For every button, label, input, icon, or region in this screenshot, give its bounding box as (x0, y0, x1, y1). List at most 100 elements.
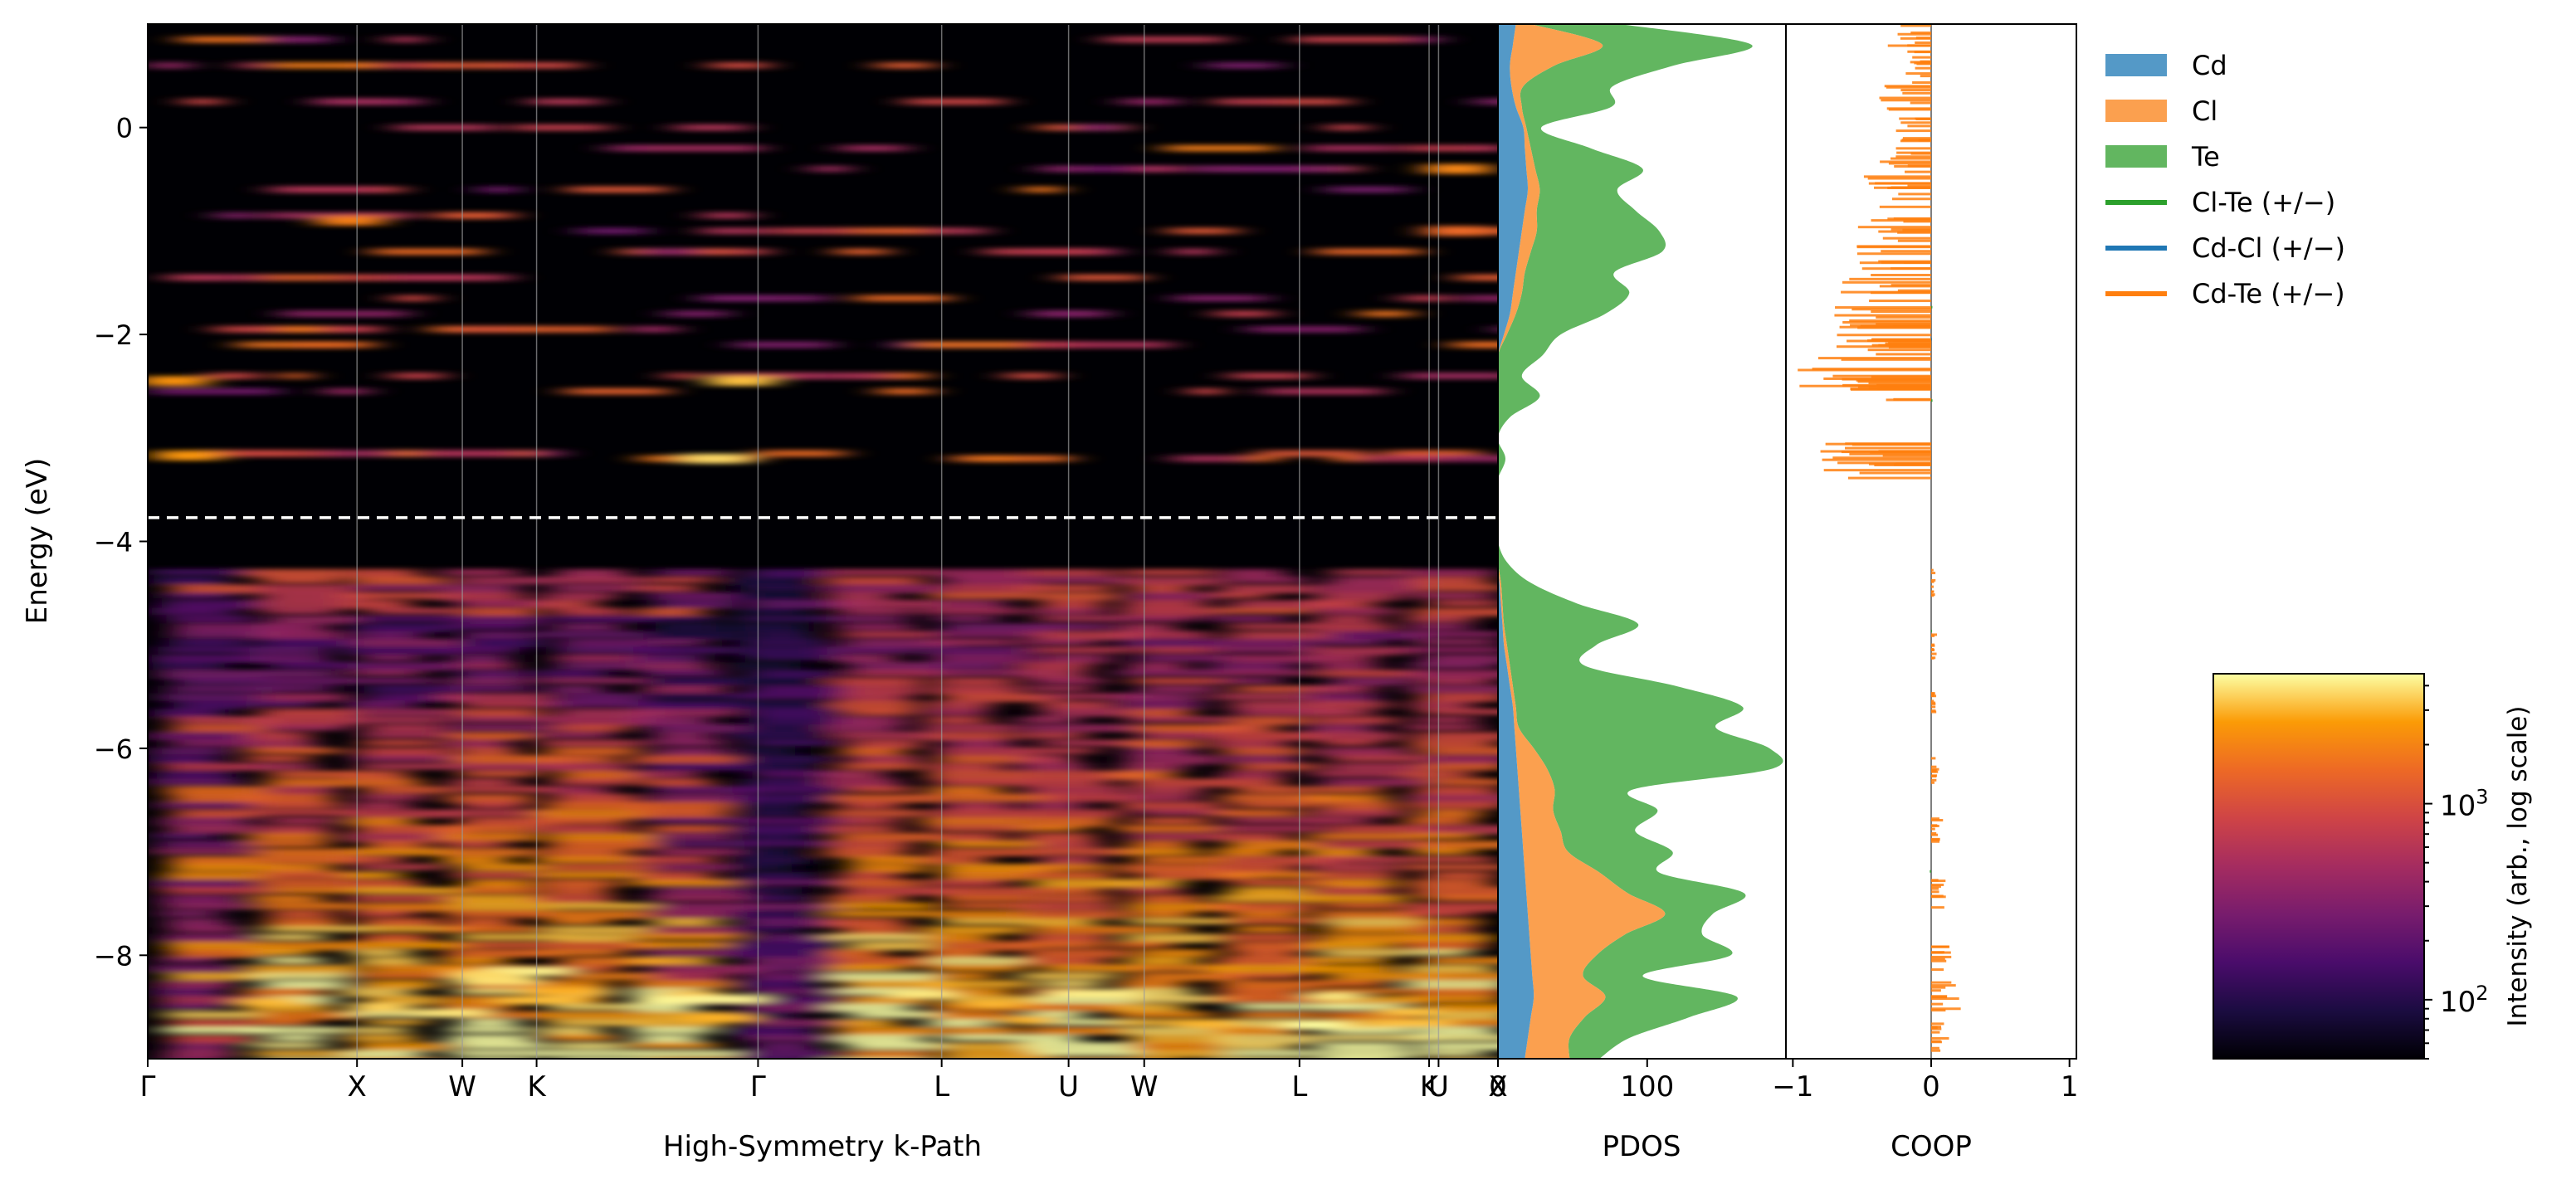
heatmap-streak (313, 98, 423, 105)
heatmap-streak (747, 817, 862, 825)
heatmap-streak (1306, 693, 1378, 702)
heatmap-streak (246, 832, 330, 841)
heatmap-streak (160, 817, 249, 826)
coop-bar (1931, 831, 1937, 835)
heatmap-streak (654, 748, 728, 757)
heatmap-streak (1211, 864, 1295, 873)
heatmap-streak (344, 832, 458, 842)
heatmap-streak (638, 616, 717, 622)
heatmap-streak (827, 894, 906, 903)
heatmap-streak (1123, 600, 1208, 610)
coop-bar (1886, 107, 1931, 110)
heatmap-streak (650, 677, 738, 686)
heatmap-streak (388, 450, 517, 457)
heatmap-streak (1167, 227, 1237, 235)
heatmap-streak (632, 980, 731, 990)
heatmap-streak (437, 693, 552, 701)
coop-bar (1887, 217, 1931, 221)
heatmap-streak (649, 724, 749, 733)
coop-bar (1871, 274, 1931, 277)
heatmap-streak (1227, 817, 1326, 824)
heatmap-streak (731, 1026, 812, 1036)
heatmap-streak (1040, 654, 1110, 664)
heatmap-streak (354, 1042, 450, 1051)
heatmap-streak (1451, 341, 1498, 348)
heatmap-streak (456, 662, 515, 670)
heatmap-streak (157, 841, 257, 848)
heatmap-streak (442, 957, 506, 964)
heatmap-streak (170, 864, 283, 871)
legend-label: Te (2191, 141, 2220, 173)
heatmap-streak (1120, 98, 1179, 105)
heatmap-streak (323, 387, 369, 395)
coop-bar (1852, 308, 1931, 311)
heatmap-streak (1021, 186, 1062, 193)
heatmap-streak (1128, 662, 1187, 671)
heatmap-streak (348, 817, 414, 826)
heatmap-streak (245, 700, 316, 707)
coop-bar (1817, 357, 1931, 360)
heatmap-streak (828, 903, 934, 909)
heatmap-streak (160, 1026, 271, 1034)
heatmap-streak (830, 841, 910, 850)
heatmap-streak (349, 809, 456, 818)
heatmap-streak (632, 716, 711, 726)
heatmap-streak (258, 600, 348, 608)
heatmap-streak (1136, 732, 1216, 739)
heatmap-streak (1233, 802, 1320, 808)
heatmap-streak (261, 607, 340, 614)
coop-bar (1856, 378, 1931, 382)
heatmap-streak (834, 832, 940, 841)
heatmap-streak (736, 616, 851, 622)
coop-axis-label: COOP (1891, 1130, 1972, 1163)
heatmap-hotspot (1002, 1016, 1054, 1025)
heatmap-streak (636, 144, 764, 152)
coop-bar (1907, 164, 1931, 168)
heatmap-streak (559, 972, 671, 980)
heatmap-streak (1042, 794, 1136, 802)
heatmap-hotspot (708, 376, 775, 387)
energy-tick-label: 0 (116, 113, 133, 144)
heatmap-streak (750, 568, 828, 578)
heatmap-streak (730, 910, 813, 920)
heatmap-streak (1227, 841, 1320, 850)
heatmap-streak (631, 1026, 713, 1034)
heatmap-streak (460, 1011, 544, 1019)
heatmap-streak (1417, 825, 1498, 835)
heatmap-streak (651, 848, 744, 855)
heatmap-streak (925, 825, 1027, 832)
heatmap-streak (1217, 1042, 1295, 1050)
heatmap-streak (448, 212, 495, 219)
heatmap-streak (348, 212, 415, 219)
heatmap-streak (1128, 841, 1192, 849)
heatmap-streak (1222, 771, 1284, 779)
heatmap-streak (155, 1065, 269, 1071)
heatmap-streak (264, 212, 373, 219)
heatmap-streak (166, 616, 253, 623)
heatmap-streak (365, 841, 428, 850)
coop-tick-label: −1 (1772, 1070, 1813, 1104)
heatmap-streak (378, 450, 421, 457)
heatmap-streak (1225, 755, 1296, 763)
heatmap-streak (1018, 763, 1087, 772)
coop-bar (1931, 997, 1959, 1001)
heatmap-streak (449, 724, 557, 731)
heatmap-streak (528, 98, 601, 105)
heatmap-streak (1221, 677, 1281, 685)
heatmap-streak (461, 631, 533, 639)
heatmap-streak (1393, 450, 1434, 457)
heatmap-streak (1024, 1042, 1132, 1051)
heatmap-streak (1127, 903, 1240, 911)
heatmap-streak (646, 631, 743, 641)
heatmap-streak (739, 980, 813, 988)
coop-bar (1931, 840, 1939, 843)
heatmap-streak (1315, 662, 1377, 670)
heatmap-streak (255, 631, 345, 641)
heatmap-streak (841, 926, 912, 936)
heatmap-streak (1115, 616, 1196, 622)
heatmap-streak (1209, 616, 1287, 622)
heatmap-streak (1115, 1003, 1185, 1012)
heatmap-streak (1226, 918, 1324, 924)
heatmap-streak (555, 709, 665, 718)
coop-bar (1931, 995, 1948, 998)
